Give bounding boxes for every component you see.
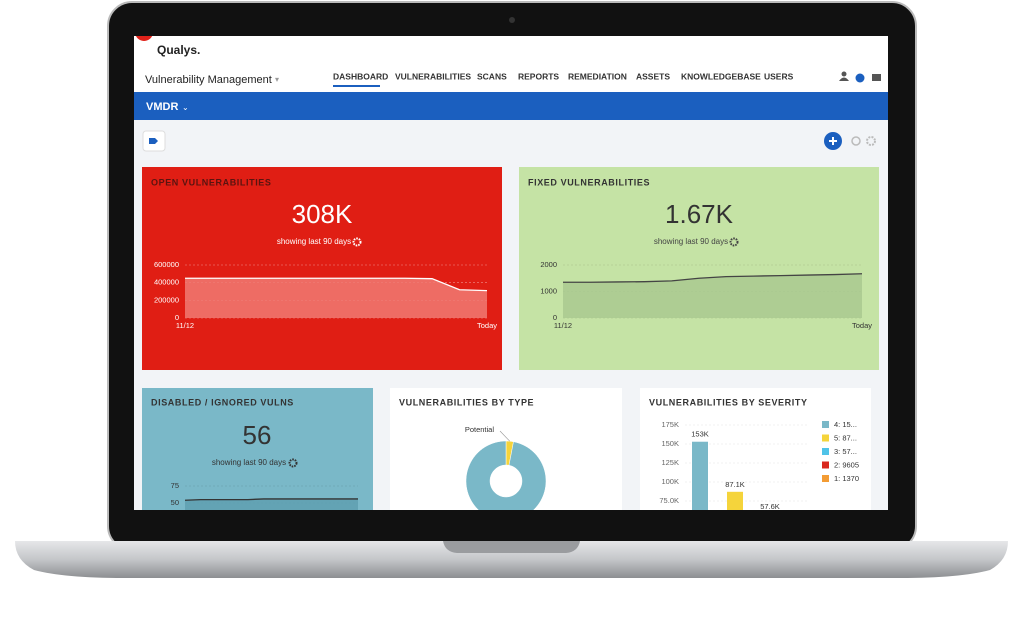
line [184, 498, 358, 501]
legend-label: 4: 15... [834, 420, 857, 429]
help-icon[interactable] [855, 73, 865, 83]
card-fixed [519, 167, 879, 370]
user-icon-body [839, 77, 849, 81]
refresh-button[interactable] [851, 136, 861, 146]
card-title: DISABLED / IGNORED VULNS [151, 397, 294, 407]
card-subtitle: showing last 90 days [212, 458, 286, 467]
add-icon [829, 137, 837, 145]
x-tick-label: 11/12 [554, 321, 572, 330]
card-value: 1.67K [665, 199, 734, 229]
card-value: 308K [292, 199, 353, 229]
y-tick-label: 0 [175, 313, 179, 322]
settings-button[interactable] [866, 136, 876, 146]
x-tick-label: Today [852, 321, 872, 330]
card-title: FIXED VULNERABILITIES [528, 177, 650, 187]
card-value: 56 [243, 420, 272, 450]
y-tick-label: 100K [661, 477, 679, 486]
nav: DASHBOARD VULNERABILITIES SCANS REPORTS REME… [333, 71, 794, 81]
card-subtitle: showing last 90 days [277, 237, 351, 246]
context-bar [134, 92, 888, 120]
x-tick-label: Today [477, 321, 497, 330]
card-open [142, 167, 502, 370]
y-tick-label: 75.0K [659, 496, 679, 505]
y-tick-label: 0 [553, 313, 557, 322]
area [563, 273, 862, 318]
y-tick-label: 50 [171, 498, 179, 507]
line [563, 273, 863, 283]
y-tick-label: 200000 [154, 295, 179, 304]
y-tick-label: 175K [661, 420, 679, 429]
bar-label: 87.1K [725, 480, 745, 489]
leader-line [499, 430, 510, 442]
module-caret[interactable]: ▾ [275, 75, 279, 84]
card-severity [640, 388, 871, 510]
area [185, 498, 358, 510]
y-tick-label: 125K [661, 458, 679, 467]
laptop-base [15, 541, 1008, 578]
legend-swatch [822, 421, 829, 428]
brand: Qualys. [157, 43, 200, 57]
nav-item[interactable]: SCANS [477, 71, 507, 81]
card-title: VULNERABILITIES BY SEVERITY [649, 397, 808, 407]
x-tick-label: 11/12 [176, 321, 194, 330]
nav-item[interactable]: USERS [764, 71, 794, 81]
legend-swatch [822, 434, 829, 442]
nav-item[interactable]: REPORTS [518, 71, 559, 81]
legend-label: 2: 9605 [834, 460, 859, 469]
legend-label: 1: 1370 [834, 474, 859, 483]
y-tick-label: 400000 [154, 278, 179, 287]
legend-swatch [822, 475, 829, 482]
legend-swatch [822, 461, 829, 469]
bar-label: 57.6K [760, 502, 780, 511]
pie-slice [465, 440, 547, 510]
legend-label: 3: 57... [834, 447, 857, 456]
nav-active [333, 85, 380, 87]
nav-item[interactable]: DASHBOARD [333, 71, 388, 81]
y-tick-label: 1000 [540, 286, 557, 295]
camera [509, 17, 515, 23]
bar [692, 441, 708, 510]
bar [727, 491, 743, 510]
module-name[interactable]: Vulnerability Management [145, 74, 272, 86]
header [134, 36, 888, 92]
notch [443, 541, 580, 553]
screen: Qualys. Vulnerability Management ▾ DASHB… [134, 36, 888, 511]
nav-item[interactable]: VULNERABILITIES [395, 71, 471, 81]
y-tick-label: 75 [171, 481, 179, 490]
logo-hole [140, 46, 148, 54]
nav-item[interactable]: REMEDIATION [568, 71, 627, 81]
legend-swatch [822, 448, 829, 455]
card-title: VULNERABILITIES BY TYPE [399, 397, 534, 407]
y-tick-label: 150K [661, 439, 679, 448]
y-tick-label: 2000 [540, 260, 557, 269]
y-tick-label: 600000 [154, 260, 179, 269]
gear-icon[interactable] [729, 237, 739, 247]
gear-icon[interactable] [288, 458, 298, 468]
bar-label: 153K [691, 430, 709, 439]
line [185, 277, 488, 292]
card-disabled [142, 388, 373, 510]
gear-icon[interactable] [352, 237, 362, 247]
tag-icon [149, 138, 158, 144]
context-caret[interactable]: ⌄ [182, 103, 189, 112]
legend-label: 5: 87... [834, 433, 857, 442]
nav-item[interactable]: KNOWLEDGEBASE [681, 71, 761, 81]
mail-icon[interactable] [872, 74, 881, 81]
area [185, 278, 487, 318]
user-icon[interactable] [841, 71, 847, 77]
card-subtitle: showing last 90 days [654, 237, 728, 246]
context[interactable]: VMDR [146, 101, 178, 113]
logo-mark [136, 36, 153, 41]
nav-item[interactable]: ASSETS [636, 71, 670, 81]
card-title: OPEN VULNERABILITIES [151, 177, 272, 187]
pie-label: Potential [465, 425, 495, 434]
